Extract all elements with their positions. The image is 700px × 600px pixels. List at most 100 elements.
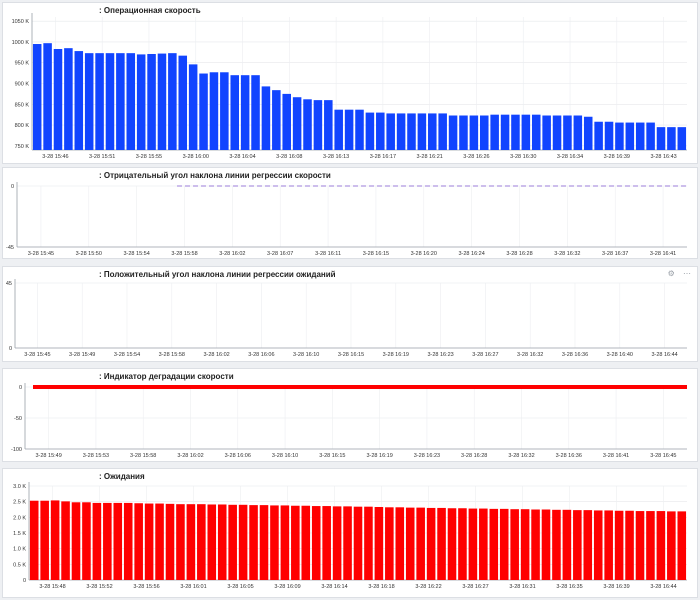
x-tick-label: 3-28 15:58: [171, 251, 197, 257]
bar: [385, 507, 394, 580]
bar: [573, 510, 582, 580]
panel-tools: ⚙ ⋯: [662, 269, 691, 278]
bar: [438, 113, 447, 150]
x-tick-label: 3-28 16:07: [267, 251, 293, 257]
x-tick-label: 3-28 16:09: [274, 584, 300, 590]
x-tick-label: 3-28 15:53: [83, 453, 109, 459]
y-tick-label: 3.0 K: [13, 484, 26, 490]
bar: [479, 115, 489, 150]
panel-title: : Ожидания: [99, 472, 145, 481]
x-tick-label: 3-28 15:49: [69, 352, 95, 358]
more-icon[interactable]: ⋯: [683, 269, 691, 278]
bar: [490, 114, 499, 150]
bar: [61, 501, 70, 580]
bar: [344, 109, 354, 150]
chart-operational-speed: 750 K 800 K 850 K 900 K 950 K 1000 K 1050 K 3-2…: [12, 13, 687, 160]
bar: [499, 508, 509, 580]
bar: [614, 510, 624, 580]
panel-waits: : Ожидания 0 0.5 K 1.0 K 1.5 K 2.0 K 2.5 K 3.0…: [2, 468, 698, 598]
y-tick-label: 2.0 K: [13, 515, 26, 521]
bar: [500, 114, 510, 150]
bar: [594, 121, 603, 150]
bar: [426, 507, 436, 580]
x-tick-label: 3-28 16:05: [227, 584, 253, 590]
gear-icon[interactable]: ⚙: [667, 269, 675, 278]
x-tick-label: 3-28 16:15: [338, 352, 364, 358]
bar: [92, 502, 102, 580]
x-tick-label: 3-28 15:56: [133, 584, 159, 590]
bar: [199, 73, 208, 150]
x-tick-label: 3-28 15:51: [89, 154, 115, 160]
bar: [395, 507, 405, 580]
bar: [176, 504, 185, 580]
bar: [563, 115, 572, 150]
bar: [355, 109, 364, 150]
bar: [324, 100, 333, 150]
bar: [197, 504, 206, 580]
x-tick-label: 3-28 16:32: [517, 352, 543, 358]
bar: [209, 72, 219, 150]
chart-waits: 0 0.5 K 1.0 K 1.5 K 2.0 K 2.5 K 3.0 K 3-28 15:4…: [13, 482, 687, 590]
bar: [95, 53, 104, 150]
x-tick-label: 3-28 16:00: [183, 154, 209, 160]
bar: [562, 509, 572, 580]
bar: [458, 508, 467, 580]
bar: [272, 90, 281, 150]
y-tick-label: 0: [9, 346, 12, 352]
y-tick-label: 1050 K: [12, 19, 30, 25]
bar: [635, 511, 645, 580]
panel-operational-speed: : Операционная скорость 750 K 800 K 850 K 9…: [2, 2, 698, 164]
bar: [228, 504, 237, 580]
bar: [417, 113, 427, 150]
x-tick-label: 3-28 16:28: [461, 453, 487, 459]
bar: [313, 100, 323, 150]
bar: [593, 510, 603, 580]
bar: [343, 506, 352, 580]
x-tick-label: 3-28 16:45: [650, 453, 676, 459]
x-tick-label: 3-28 16:26: [463, 154, 489, 160]
bar: [105, 53, 115, 150]
y-tick-label: 0: [23, 578, 26, 584]
bar: [165, 503, 175, 580]
bar: [376, 112, 385, 150]
panel-title: : Положительный угол наклона линии регре…: [99, 270, 336, 279]
x-tick-label: 3-28 16:27: [472, 352, 498, 358]
bar: [364, 506, 373, 580]
x-tick-label: 3-28 15:54: [123, 251, 149, 257]
x-tick-label: 3-28 16:37: [602, 251, 628, 257]
bar: [635, 122, 645, 150]
x-tick-label: 3-28 16:44: [650, 584, 676, 590]
bar: [43, 43, 52, 151]
bar: [447, 508, 457, 580]
bar: [32, 44, 42, 150]
bar: [71, 502, 81, 580]
bar: [134, 503, 143, 580]
bar: [437, 507, 446, 580]
x-tick-label: 3-28 15:55: [136, 154, 162, 160]
x-tick-label: 3-28 16:23: [414, 453, 440, 459]
x-tick-label: 3-28 16:40: [607, 352, 633, 358]
bar: [552, 509, 561, 580]
bar: [374, 506, 384, 580]
bar: [386, 113, 395, 150]
bar: [238, 504, 248, 580]
x-tick-label: 3-28 16:27: [462, 584, 488, 590]
y-tick-label: 750 K: [15, 144, 30, 150]
bar: [677, 511, 687, 580]
x-tick-label: 3-28 16:35: [556, 584, 582, 590]
bar: [230, 75, 240, 150]
x-tick-label: 3-28 16:10: [272, 453, 298, 459]
x-tick-label: 3-28 16:44: [651, 352, 677, 358]
y-tick-label: -100: [11, 447, 22, 453]
x-tick-label: 3-28 16:02: [203, 352, 229, 358]
x-tick-label: 3-28 16:19: [366, 453, 392, 459]
bar: [428, 113, 437, 150]
x-tick-label: 3-28 15:50: [76, 251, 102, 257]
y-tick-label: 0: [11, 184, 14, 190]
bar: [157, 53, 167, 151]
bar: [168, 53, 177, 150]
bar: [113, 502, 123, 580]
panel-negative-slope: : Отрицательный угол наклона линии регре…: [2, 167, 698, 259]
y-tick-label: 850 K: [15, 102, 30, 108]
chart-degradation-indicator: -100 -50 0 3-28 15:49 3-28 15:53 3-28 15:58 3-…: [11, 383, 687, 459]
